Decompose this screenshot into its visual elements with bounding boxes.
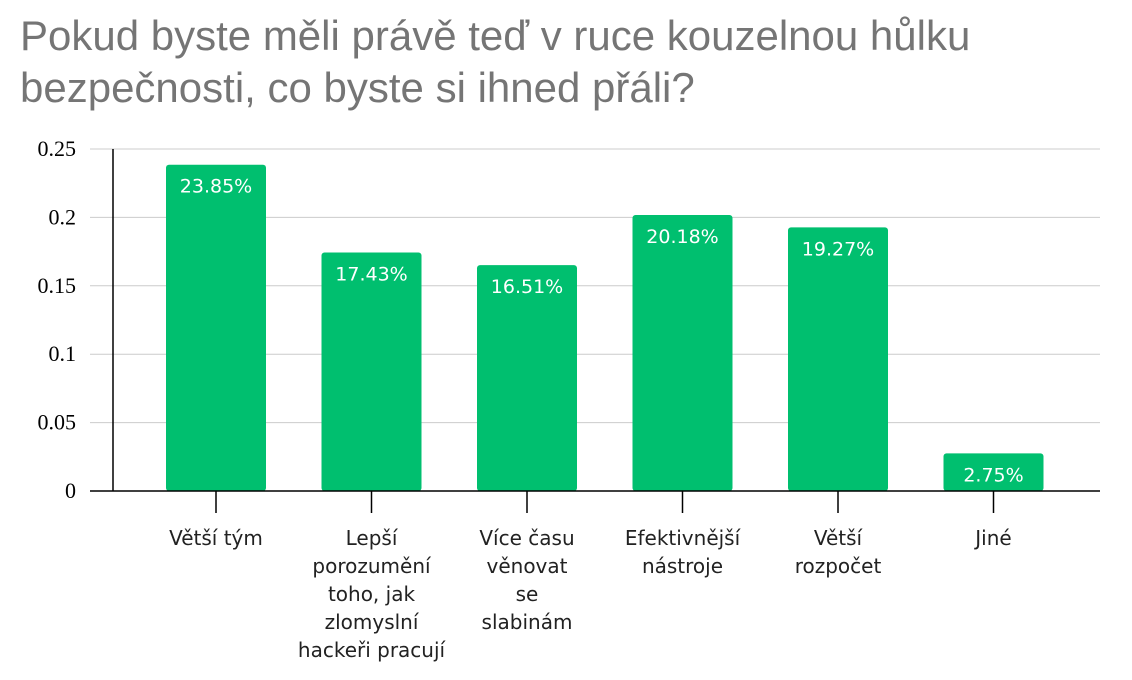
bar — [321, 252, 422, 491]
y-tick-label: 0.15 — [38, 273, 77, 298]
x-tick-label-line: se — [516, 582, 539, 606]
bar-data-label: 17.43% — [335, 264, 407, 286]
bar — [943, 453, 1044, 491]
axes — [90, 149, 1100, 492]
x-tick-label: Jiné — [973, 526, 1011, 550]
bar — [477, 265, 577, 491]
x-tick-label-line: rozpočet — [795, 554, 882, 578]
x-tick-label-line: Více času — [479, 526, 574, 550]
data-labels: 23.85% 17.43% 16.51% 20.18% 19.27% 2.75% — [180, 176, 1024, 487]
x-tick-label-line: Efektivnější — [625, 526, 742, 550]
x-tick-label-line: nástroje — [642, 554, 723, 578]
x-tick-label-line: slabinám — [482, 610, 573, 634]
y-tick-label: 0.2 — [49, 204, 77, 229]
x-tick-label-line: Lepší — [346, 526, 399, 550]
y-tick-label: 0.05 — [38, 410, 77, 435]
bar-data-label: 16.51% — [491, 276, 563, 298]
y-tick-label: 0.1 — [49, 341, 77, 366]
y-tick-label: 0.25 — [38, 136, 77, 161]
x-tick-label-line: zlomyslní — [325, 610, 420, 634]
bars — [166, 164, 1044, 491]
bar — [788, 227, 888, 491]
x-tick-label: Lepší porozumění toho, jak zlomyslní hackeři… — [298, 526, 447, 662]
x-tick-label: Větší rozpočet — [795, 526, 882, 578]
bar — [632, 214, 733, 491]
x-tick-label: Větší tým — [169, 526, 263, 550]
y-tick-label: 0 — [65, 478, 76, 503]
bar-data-label: 2.75% — [963, 464, 1023, 486]
x-tick-label: Efektivnější nástroje — [625, 526, 742, 578]
x-axis-ticks: Větší tým Lepší porozumění toho, jak zlomysl… — [169, 491, 1012, 662]
y-axis-ticks: 0 0.05 0.1 0.15 0.2 0.25 — [38, 136, 77, 503]
x-tick-label: Více času věnovat se slabinám — [479, 526, 574, 634]
x-tick-label-line: hackeři pracují — [298, 638, 447, 662]
bar-data-label: 19.27% — [802, 238, 874, 260]
x-tick-label-line: porozumění — [312, 554, 432, 578]
bar-data-label: 20.18% — [646, 226, 718, 248]
x-tick-label-line: Větší tým — [169, 526, 263, 550]
bar — [166, 164, 266, 491]
bar-data-label: 23.85% — [180, 176, 252, 198]
x-tick-label-line: Větší — [814, 526, 864, 550]
x-tick-label-line: věnovat — [487, 554, 568, 578]
x-tick-label-line: Jiné — [973, 526, 1011, 550]
chart-title: Pokud byste měli právě teď v ruce kouzel… — [20, 12, 971, 111]
x-tick-label-line: toho, jak — [328, 582, 416, 606]
